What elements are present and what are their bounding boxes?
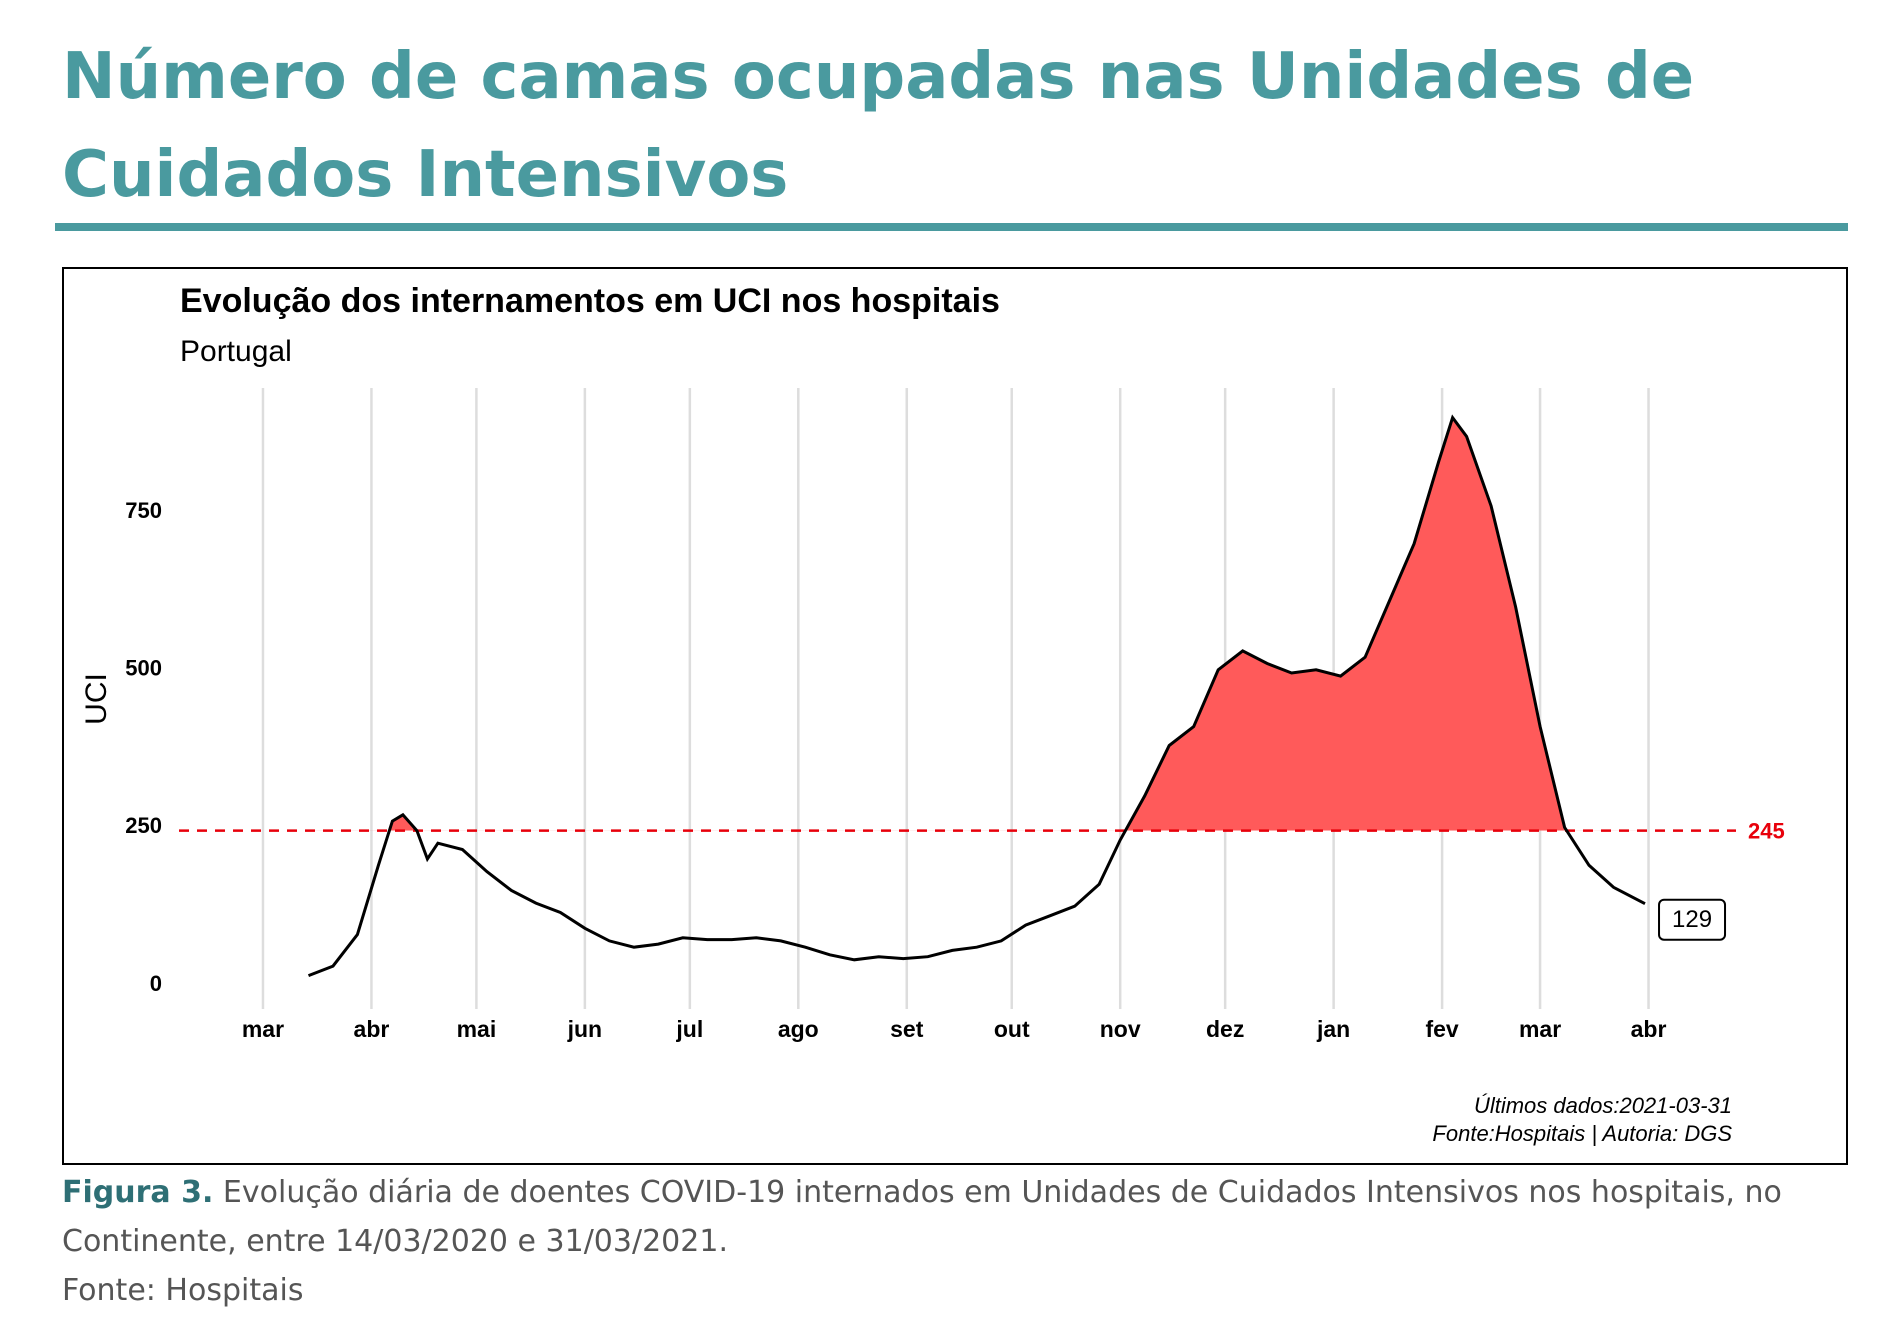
x-tick-label: mai — [457, 1016, 497, 1042]
y-tick-label: 250 — [125, 813, 162, 838]
x-tick-label: abr — [1631, 1016, 1667, 1042]
page-title: Número de camas ocupadas nas Unidades de… — [62, 40, 1695, 212]
x-tick-label: dez — [1206, 1016, 1244, 1042]
x-tick-label: abr — [354, 1016, 390, 1042]
caption-source: Fonte: Hospitais — [62, 1273, 304, 1308]
chart-subtitle: Portugal — [180, 335, 292, 368]
x-tick-label: nov — [1100, 1016, 1141, 1042]
chart: Evolução dos internamentos em UCI nos ho… — [62, 267, 1848, 1165]
chart-title: Evolução dos internamentos em UCI nos ho… — [180, 282, 1000, 320]
area — [389, 417, 1567, 831]
x-tick-label: fev — [1425, 1016, 1458, 1042]
x-tick-label: set — [890, 1016, 924, 1042]
y-tick-label: 500 — [125, 656, 162, 681]
x-tick-label: jan — [1316, 1016, 1350, 1042]
x-tick-label: jun — [567, 1016, 603, 1042]
x-tick-label: ago — [778, 1016, 819, 1042]
y-tick-label: 0 — [150, 971, 162, 996]
x-tick-label: mar — [1519, 1016, 1561, 1042]
note: Últimos dados:2021-03-31 — [1474, 1093, 1732, 1118]
caption-label: Figura 3. — [62, 1175, 214, 1210]
caption-text: Evolução diária de doentes COVID-19 inte… — [62, 1175, 1782, 1259]
line — [307, 414, 1646, 977]
y-axis-label: UCI — [80, 673, 113, 725]
y-tick-label: 750 — [125, 498, 162, 523]
x-tick-label: mar — [242, 1016, 284, 1042]
value-label: 129 — [1672, 906, 1712, 933]
note: Fonte:Hospitais | Autoria: DGS — [1432, 1121, 1732, 1146]
value-label-box — [1658, 898, 1727, 941]
x-tick-label: out — [994, 1016, 1030, 1042]
threshold-label: 245 — [1748, 818, 1785, 843]
caption: Figura 3. Evolução diária de doentes COV… — [62, 1168, 1852, 1315]
title-rule — [55, 223, 1848, 231]
x-tick-label: jul — [675, 1016, 703, 1042]
